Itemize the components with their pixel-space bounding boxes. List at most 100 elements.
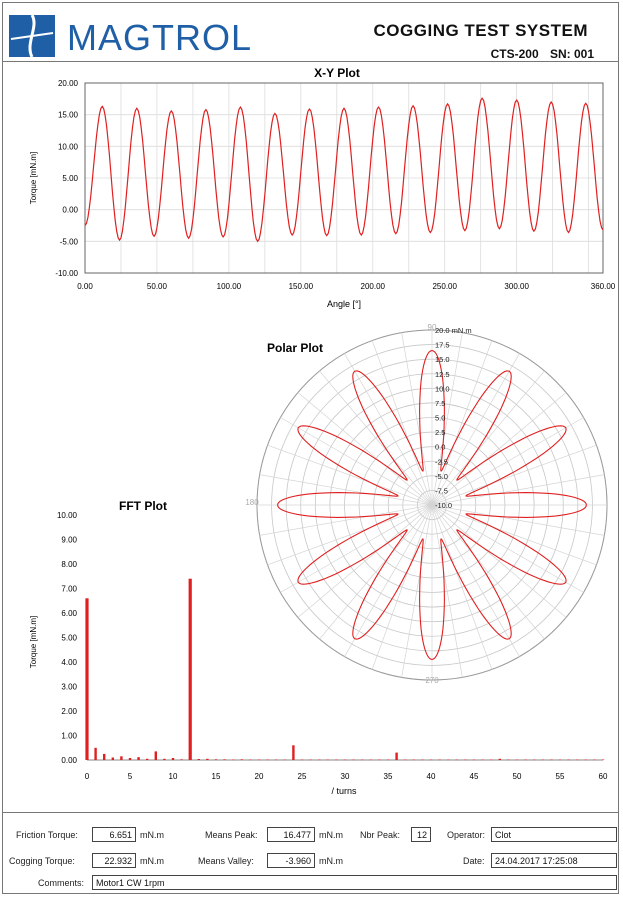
fft-y-tick-label: 5.00: [61, 634, 77, 643]
polar-radial-label: -7.5: [435, 486, 448, 495]
charts-canvas: X-Y Plot 20.0015.0010.005.000.00-5.00-10…: [29, 66, 616, 796]
comments-label: Comments:: [38, 878, 85, 888]
operator-field[interactable]: Clot: [491, 827, 617, 842]
polar-spoke: [259, 504, 433, 536]
polar-spoke: [267, 444, 433, 506]
polar-radial-label: 0.0: [435, 443, 445, 452]
fft-bar: [541, 759, 544, 761]
report-header: MAGTROL COGGING TEST SYSTEM CTS-200 SN: …: [3, 3, 618, 62]
fft-y-tick-label: 1.00: [61, 732, 77, 741]
fft-bar: [128, 758, 132, 760]
fft-bar: [429, 759, 433, 761]
fft-bar: [567, 759, 570, 761]
fft-bar: [103, 753, 106, 760]
polar-spoke: [431, 370, 545, 506]
xy-plot-title: X-Y Plot: [314, 66, 360, 80]
fft-bars: [85, 578, 605, 761]
polar-spoke: [344, 504, 433, 657]
fft-x-tick-label: 20: [255, 772, 264, 781]
friction-torque-label: Friction Torque:: [16, 830, 78, 840]
polar-spoke: [431, 444, 597, 506]
fft-bar: [352, 759, 355, 761]
polar-spoke: [431, 504, 605, 536]
polar-spoke: [431, 504, 567, 618]
xy-y-tick-label: -10.00: [55, 269, 78, 278]
polar-spoke: [297, 392, 433, 506]
polar-spoke: [431, 392, 567, 506]
friction-torque-field[interactable]: 6.651: [92, 827, 136, 842]
fft-x-tick-label: 35: [384, 772, 393, 781]
fft-y-tick-label: 3.00: [61, 683, 77, 692]
cogging-torque-unit: mN.m: [140, 856, 164, 866]
fft-bar: [240, 759, 243, 760]
polar-spoke: [259, 474, 433, 506]
polar-spoke: [371, 504, 433, 670]
fft-bar: [464, 759, 467, 761]
xy-x-tick-label: 200.00: [361, 282, 386, 291]
xy-y-tick-label: 10.00: [58, 142, 79, 151]
fft-x-tick-label: 55: [556, 772, 565, 781]
polar-radial-label: 12.5: [435, 370, 450, 379]
fft-bar: [300, 759, 304, 761]
system-title: COGGING TEST SYSTEM: [373, 21, 588, 40]
fft-bar: [361, 759, 364, 761]
means-peak-field[interactable]: 16.477: [267, 827, 315, 842]
polar-radial-label: -5.0: [435, 472, 448, 481]
polar-spoke: [431, 504, 545, 640]
fft-bar: [601, 759, 605, 761]
fft-bar: [498, 758, 501, 760]
fft-bar: [257, 759, 261, 761]
friction-torque-unit: mN.m: [140, 830, 164, 840]
fft-x-ticks: 0 5 10 15 20 25 30 35 40 45 50 55 60: [85, 772, 608, 781]
fft-bar: [507, 759, 510, 761]
date-field[interactable]: 24.04.2017 17:25:08: [491, 853, 617, 868]
fft-bar: [412, 759, 415, 761]
xy-x-tick-label: 360.00: [591, 282, 616, 291]
xy-y-ticks: 20.00 15.00 10.00 5.00 0.00 -5.00 -10.00: [55, 79, 78, 278]
polar-spoke: [431, 504, 597, 566]
polar-radial-labels: 20.0 mN.m 17.5 15.0 12.5 10.0 7.5 5.0 2.5 0.0 -2.…: [435, 326, 472, 510]
fft-bar: [111, 757, 114, 760]
cogging-torque-field[interactable]: 22.932: [92, 853, 136, 868]
fft-bar: [266, 759, 269, 761]
polar-spoke: [431, 332, 463, 506]
serial-label: SN: 001: [549, 47, 594, 61]
polar-spoke: [401, 504, 433, 678]
fft-bar: [481, 759, 484, 761]
fft-bar: [343, 759, 347, 761]
polar-spoke: [401, 332, 433, 506]
fft-x-tick-label: 10: [169, 772, 178, 781]
fft-bar: [326, 759, 329, 761]
fft-x-tick-label: 60: [599, 772, 608, 781]
comments-field[interactable]: Motor1 CW 1rpm: [92, 875, 617, 890]
polar-grid: [256, 329, 608, 681]
polar-spoke: [431, 504, 584, 593]
xy-y-tick-label: 0.00: [62, 206, 78, 215]
fft-x-axis-label: / turns: [331, 786, 357, 796]
means-valley-field[interactable]: -3.960: [267, 853, 315, 868]
fft-bar: [558, 759, 562, 761]
polar-spoke: [431, 474, 605, 506]
fft-bar: [584, 759, 587, 761]
operator-label: Operator:: [447, 830, 486, 840]
fft-bar: [120, 756, 123, 760]
fft-bar: [154, 751, 157, 760]
fft-bar: [188, 578, 192, 760]
polar-plot: Polar Plot 20.0 mN.m 17.5 15.0 12.5 10.0 7.5 5…: [245, 323, 608, 685]
fft-bar: [309, 759, 312, 761]
cogging-torque-label: Cogging Torque:: [9, 856, 75, 866]
fft-plot: FFT Plot 10.00 9.00 8.00 7.00 6.00 5.00 4.00 3.…: [29, 499, 608, 796]
polar-radial-label: -2.5: [435, 457, 448, 466]
fft-y-ticks: 10.00 9.00 8.00 7.00 6.00 5.00 4.00 3.00 2.00 1.0…: [57, 511, 78, 765]
polar-radial-label: 7.5: [435, 399, 445, 408]
xy-y-tick-label: 15.00: [58, 111, 79, 120]
fft-bar: [550, 759, 553, 761]
fft-bar: [335, 759, 338, 761]
system-model-serial: CTS-200 SN: 001: [483, 47, 594, 61]
nbr-peak-field[interactable]: 12: [411, 827, 431, 842]
fft-y-tick-label: 0.00: [61, 756, 77, 765]
polar-spoke: [371, 340, 433, 506]
xy-x-axis-label: Angle [°]: [327, 299, 361, 309]
fft-bar: [171, 758, 175, 760]
xy-x-tick-label: 50.00: [147, 282, 168, 291]
